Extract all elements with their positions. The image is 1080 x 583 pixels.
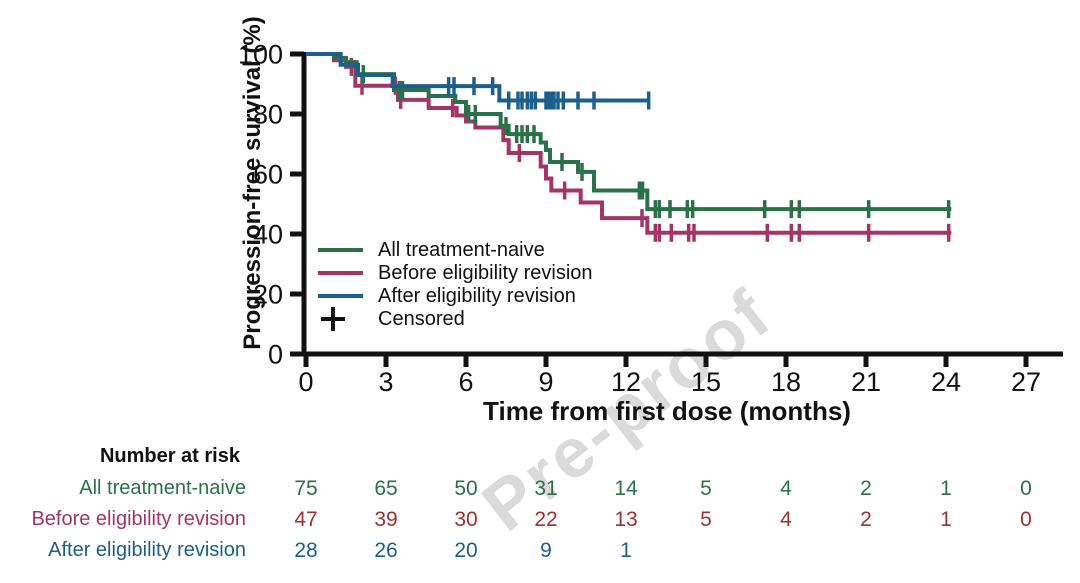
y-tick-label: 0 [268, 340, 283, 370]
legend-line-swatch-blue [318, 293, 363, 299]
legend-label: Censored [378, 307, 465, 330]
x-tick-label: 15 [691, 367, 721, 397]
km-step-curve [306, 52, 952, 235]
censored-plus-icon [318, 307, 363, 331]
series-all-treatment-naive [306, 52, 952, 219]
y-tick-label: 20 [253, 280, 283, 310]
x-tick-label: 3 [378, 367, 393, 397]
km-step-curve [306, 52, 650, 103]
legend-item-all-treatment-naive: All treatment-naive [318, 238, 545, 262]
y-axis-title: Progression-free survival (%) [239, 16, 266, 350]
legend-item-after-eligibility-revision: After eligibility revision [318, 284, 576, 308]
y-tick-label: 100 [238, 40, 283, 70]
series-before-eligibility-revision [306, 52, 952, 242]
y-tick-label: 40 [253, 220, 283, 250]
legend-label: Before eligibility revision [378, 261, 593, 284]
x-tick-label: 12 [611, 367, 641, 397]
x-tick-label: 27 [1011, 367, 1041, 397]
y-tick-label: 60 [253, 160, 283, 190]
x-tick-label: 21 [851, 367, 881, 397]
legend-item-censored: Censored [318, 307, 465, 331]
x-tick-label: 9 [538, 367, 553, 397]
legend-label: All treatment-naive [378, 238, 545, 261]
legend-line-swatch-magenta [318, 270, 363, 276]
series-after-eligibility-revision [306, 52, 651, 110]
x-tick-label: 18 [771, 367, 801, 397]
legend-label: After eligibility revision [378, 284, 576, 307]
axes [290, 51, 1063, 367]
km-step-curve [306, 52, 952, 212]
legend-item-before-eligibility-revision: Before eligibility revision [318, 261, 593, 285]
legend-line-swatch-green [318, 247, 363, 253]
x-tick-label: 24 [931, 367, 961, 397]
x-tick-label: 6 [458, 367, 473, 397]
x-tick-label: 0 [298, 367, 313, 397]
y-tick-label: 80 [253, 100, 283, 130]
x-axis-title: Time from first dose (months) [483, 396, 851, 426]
